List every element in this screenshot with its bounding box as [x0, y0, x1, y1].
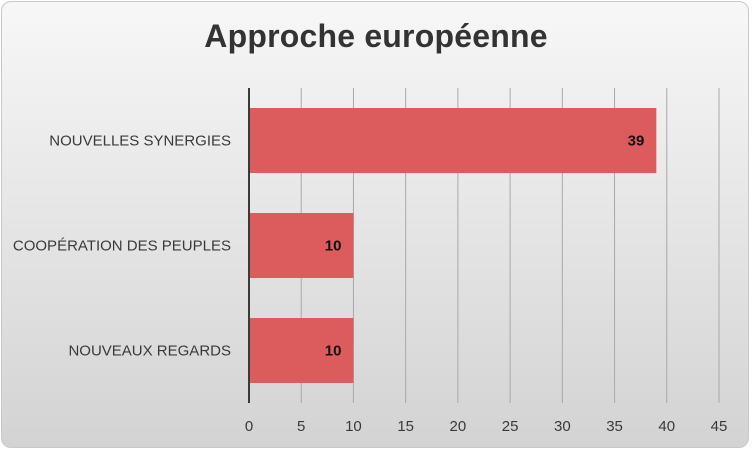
x-tick-label: 20: [450, 418, 467, 435]
x-tick-label: 15: [397, 418, 414, 435]
bar: [249, 213, 354, 278]
x-tick-label: 10: [345, 418, 362, 435]
x-tick-label: 25: [502, 418, 519, 435]
data-label: 10: [325, 343, 342, 360]
category-label: NOUVELLES SYNERGIES: [49, 133, 231, 150]
category-label: NOUVEAUX REGARDS: [68, 343, 231, 360]
x-tick-label: 5: [297, 418, 305, 435]
bar: [249, 318, 354, 383]
bar: [249, 108, 657, 173]
x-tick-label: 35: [606, 418, 623, 435]
x-tick-label: 45: [711, 418, 728, 435]
data-label: 39: [628, 133, 645, 150]
data-label: 10: [325, 238, 342, 255]
x-tick-label: 30: [554, 418, 571, 435]
x-tick-label: 0: [245, 418, 253, 435]
category-label: COOPÉRATION DES PEUPLES: [13, 238, 231, 255]
x-tick-label: 40: [658, 418, 675, 435]
chart-title: Approche européenne: [204, 18, 548, 54]
